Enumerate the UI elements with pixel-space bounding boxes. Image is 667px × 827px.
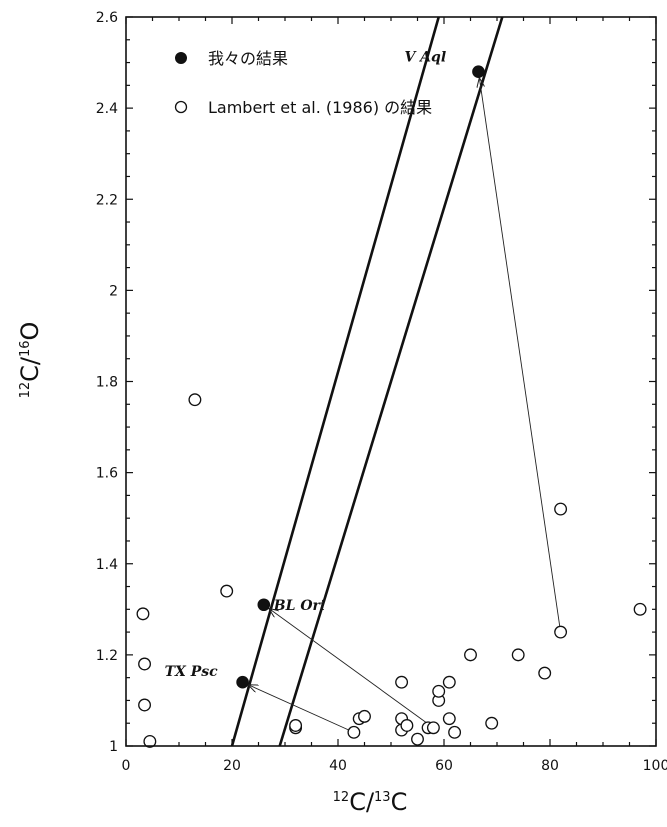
star-label: BL Ori [273,598,325,614]
filled-data-point [472,65,485,78]
filled-data-point [257,598,271,612]
x-axis-title-sup2: 13 [374,790,391,805]
open-data-point [633,602,647,616]
filled-data-point [236,675,249,689]
y-tick-label: 1.4 [96,557,118,573]
legend-label-lambert: Lambert et al. (1986) の結果 [208,98,432,117]
open-data-point [358,709,371,723]
open-data-point [136,607,150,621]
arrow-2 [269,609,429,725]
y-tick-label: 2 [109,283,118,299]
open-data-point [289,719,303,732]
y-tick-label: 1.6 [96,466,118,482]
y-tick-label: 1.2 [96,648,118,664]
boundary-lines [230,16,504,747]
boundary-line-1 [230,16,440,747]
x-tick-label: 20 [223,758,241,774]
y-axis-title-base2: O [16,322,44,341]
x-axis-title: 12C/13C [333,788,408,816]
legend: 我々の結果 Lambert et al. (1986) の結果 [174,49,432,117]
open-data-point [138,657,152,671]
star-labels: TX Psc BL Ori V Aql [165,50,447,681]
y-tick-label: 2.4 [96,101,118,117]
y-tick-label: 1.8 [96,375,118,391]
y-axis-title: 12C/16O [16,322,44,399]
y-tick-label: 1 [109,739,118,755]
open-data-point [400,719,414,732]
open-data-point [442,675,456,689]
open-data-point [395,675,409,689]
open-data-point [485,716,499,730]
y-tick-label: 2.6 [96,10,118,26]
open-data-point [143,734,157,748]
axis-ticks: 0 20 40 60 80 100 1 1.2 1.4 1.6 1.8 2 2.2 2.4 2.6 [96,10,667,774]
x-axis-title-base2: C [391,788,408,816]
open-data-point [426,721,440,735]
legend-label-ours: 我々の結果 [208,49,288,68]
open-data-point [538,666,552,680]
x-tick-label: 80 [541,758,559,774]
y-axis-title-sup1: 12 [18,382,33,399]
y-axis-title-base: C/ [16,356,44,382]
open-data-point [554,625,568,639]
open-data-point [448,725,462,739]
y-axis-title-sup2: 16 [18,340,33,357]
legend-open-marker [174,100,188,114]
open-data-point [347,725,361,739]
x-tick-label: 60 [435,758,453,774]
open-data-point [432,684,446,698]
x-tick-label: 0 [122,758,131,774]
open-data-point [188,393,202,407]
connection-arrows [249,79,561,731]
legend-filled-marker [175,52,187,64]
boundary-line-2 [278,16,504,747]
open-data-point [220,584,234,598]
x-tick-label: 100 [643,758,667,774]
plot-frame [125,16,657,747]
arrow-1 [249,685,349,731]
x-tick-label: 40 [329,758,347,774]
open-data-point [464,648,477,662]
open-data-point [511,648,525,662]
star-label: TX Psc [165,664,219,680]
x-axis-title-base: C/ [349,788,375,816]
open-data-point [138,698,152,712]
open-data-point [554,502,568,516]
open-data-point [411,732,424,746]
x-axis-title-sup1: 12 [333,790,350,805]
star-label: V Aql [404,50,446,66]
y-tick-label: 2.2 [96,192,118,208]
arrow-3 [479,79,561,627]
data-points [136,65,647,748]
open-data-point [442,712,456,726]
